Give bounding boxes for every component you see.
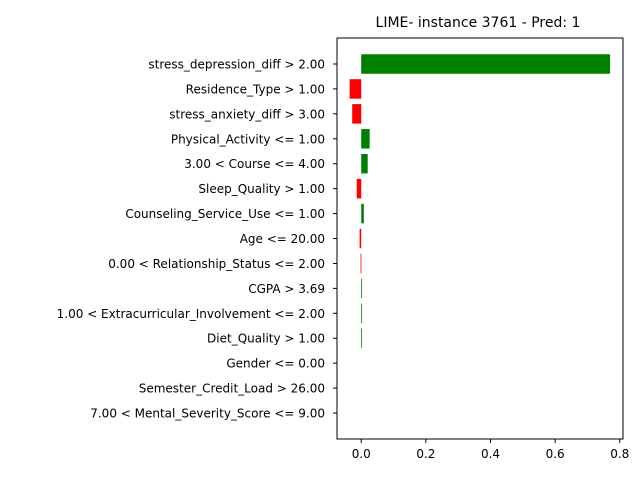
y-tick-label: CGPA > 3.69 [248, 282, 325, 296]
y-tick-label: Gender <= 0.00 [226, 357, 325, 371]
y-tick-label: Diet_Quality > 1.00 [207, 332, 325, 346]
bar-8 [360, 253, 362, 274]
x-tick-label: 0.8 [610, 447, 629, 461]
chart-title: LIME- instance 3761 - Pred: 1 [376, 15, 581, 31]
bar-2 [352, 104, 362, 124]
bars-layer [349, 54, 611, 348]
y-tick-label: Age <= 20.00 [240, 232, 325, 246]
x-tick-labels: 0.0 0.2 0.4 0.6 0.8 [352, 439, 629, 461]
y-tick-label: stress_depression_diff > 2.00 [148, 58, 325, 72]
y-tick-label: 3.00 < Course <= 4.00 [184, 157, 325, 171]
y-tick-label: Residence_Type > 1.00 [186, 82, 325, 96]
y-tick-label: stress_anxiety_diff > 3.00 [169, 107, 325, 121]
bar-10 [361, 303, 363, 324]
y-tick-labels: stress_depression_diff > 2.00 Residence_T… [57, 58, 337, 421]
y-tick-label: Semester_Credit_Load > 26.00 [139, 382, 325, 396]
y-tick-label: Counseling_Service_Use <= 1.00 [125, 207, 325, 221]
bar-5 [356, 178, 362, 199]
x-tick-label: 0.0 [352, 447, 371, 461]
bar-4 [361, 153, 368, 174]
y-tick-label: Sleep_Quality > 1.00 [198, 182, 325, 196]
bar-6 [361, 203, 364, 224]
bar-0 [361, 54, 611, 74]
x-tick-label: 0.2 [416, 447, 435, 461]
bar-1 [349, 79, 362, 99]
x-tick-label: 0.4 [481, 447, 500, 461]
plot-frame [336, 37, 624, 440]
y-tick-label: Physical_Activity <= 1.00 [171, 132, 325, 146]
y-tick-label: 7.00 < Mental_Severity_Score <= 9.00 [90, 407, 325, 421]
y-tick-label: 0.00 < Relationship_Status <= 2.00 [108, 257, 325, 271]
x-tick-label: 0.6 [546, 447, 565, 461]
bar-11 [361, 328, 363, 348]
bar-7 [359, 228, 362, 249]
y-tick-label: 1.00 < Extracurricular_Involvement <= 2.… [57, 307, 325, 321]
bar-9 [361, 278, 363, 299]
bar-3 [361, 129, 370, 149]
